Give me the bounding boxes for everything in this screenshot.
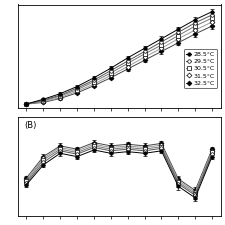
Text: (B): (B) bbox=[24, 121, 36, 130]
Legend: 28.5°C, 29.5°C, 30.5°C, 31.5°C, 32.5°C: 28.5°C, 29.5°C, 30.5°C, 31.5°C, 32.5°C bbox=[184, 49, 217, 88]
